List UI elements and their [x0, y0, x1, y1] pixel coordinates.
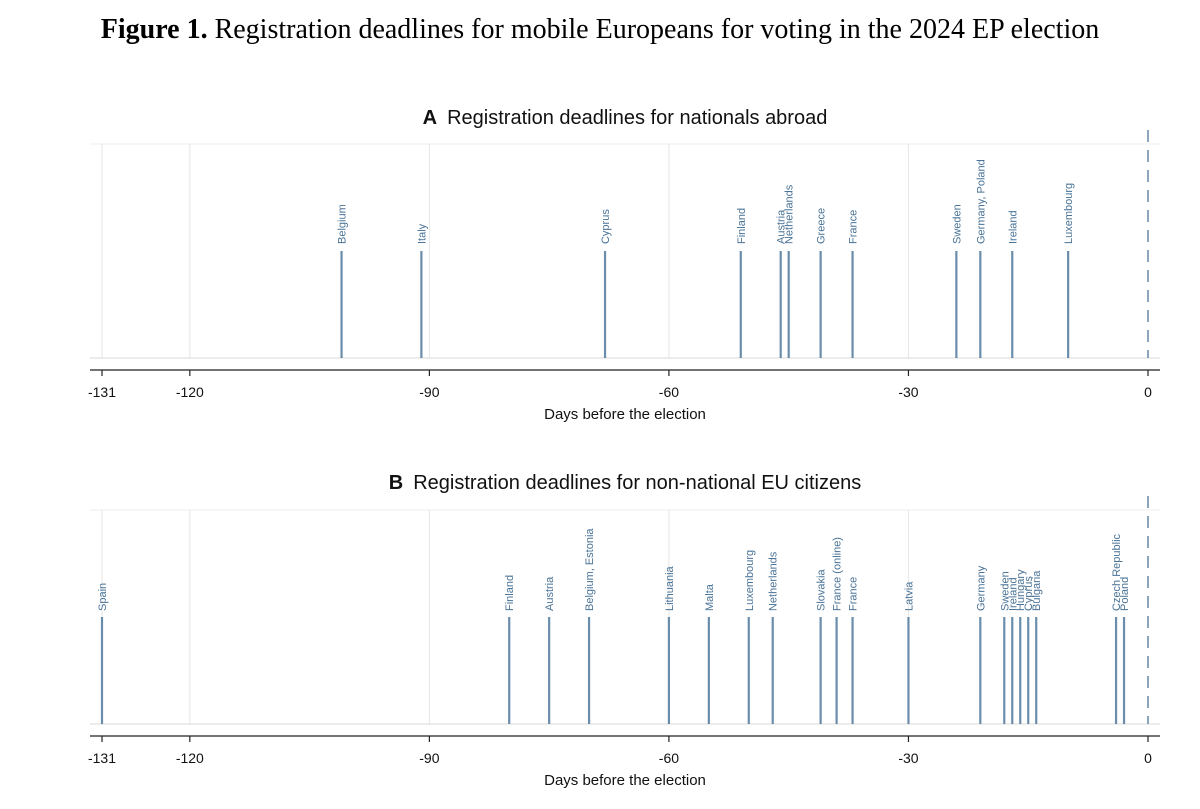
panel-letter: A: [423, 107, 437, 129]
panel-a: A Registration deadlines for nationals ab…: [88, 107, 1160, 423]
panel-title-text: Registration deadlines for non-national …: [413, 472, 861, 494]
country-label: Austria: [776, 209, 788, 244]
x-tick-label: -90: [419, 384, 439, 400]
x-tick-label: -60: [659, 384, 679, 400]
country-label: Latvia: [903, 581, 915, 611]
country-label: Finland: [504, 575, 516, 611]
country-label: Belgium: [337, 204, 349, 244]
x-tick-label: -131: [88, 384, 116, 400]
country-label: Ireland: [1007, 210, 1019, 244]
x-tick-label: -90: [419, 750, 439, 766]
x-axis-label: Days before the election: [544, 772, 706, 789]
x-tick-label: -131: [88, 750, 116, 766]
country-label: Greece: [816, 208, 828, 244]
country-label: Spain: [97, 583, 109, 611]
country-label: Lithuania: [664, 565, 676, 611]
country-label: Sweden: [951, 204, 963, 244]
x-tick-label: -60: [659, 750, 679, 766]
country-label: Bulgaria: [1031, 570, 1043, 611]
country-label: Germany: [975, 565, 987, 611]
country-label: Cyprus: [600, 209, 612, 244]
country-label: Luxembourg: [744, 550, 756, 611]
panel-title-text: Registration deadlines for nationals abr…: [447, 107, 827, 129]
panel-title: B Registration deadlines for non-national…: [389, 472, 861, 494]
x-tick-label: -30: [898, 384, 918, 400]
x-tick-label: -120: [176, 384, 204, 400]
country-label: France (online): [832, 537, 844, 611]
country-label: Malta: [704, 583, 716, 611]
x-tick-label: 0: [1144, 384, 1152, 400]
country-label: Austria: [544, 576, 556, 611]
country-label: Finland: [736, 208, 748, 244]
country-label: Sweden: [999, 571, 1011, 611]
country-label: Netherlands: [784, 184, 796, 244]
country-label: France: [848, 210, 860, 244]
country-label: Belgium, Estonia: [584, 528, 596, 611]
panel-b: B Registration deadlines for non-national…: [88, 472, 1160, 789]
country-label: Germany, Poland: [975, 159, 987, 244]
figure-caption: Figure 1. Registration deadlines for mob…: [0, 14, 1200, 46]
country-label: Poland: [1119, 577, 1131, 611]
figure-title: Registration deadlines for mobile Europe…: [214, 14, 1100, 45]
country-label: Hungary: [1015, 569, 1027, 611]
x-tick-label: -120: [176, 750, 204, 766]
country-label: Italy: [416, 223, 428, 244]
figure-label: Figure 1.: [100, 14, 208, 45]
panel-title: A Registration deadlines for nationals ab…: [423, 107, 828, 129]
country-label: Czech Republic: [1111, 533, 1123, 611]
country-label: Netherlands: [768, 551, 780, 611]
x-tick-label: -30: [898, 750, 918, 766]
panel-letter: B: [389, 472, 403, 494]
x-axis-label: Days before the election: [544, 406, 706, 423]
country-label: France: [848, 577, 860, 611]
country-label: Ireland: [1007, 577, 1019, 611]
country-label: Slovakia: [816, 569, 828, 611]
country-label: Cyprus: [1023, 576, 1035, 611]
country-label: Luxembourg: [1063, 183, 1075, 244]
x-tick-label: 0: [1144, 750, 1152, 766]
